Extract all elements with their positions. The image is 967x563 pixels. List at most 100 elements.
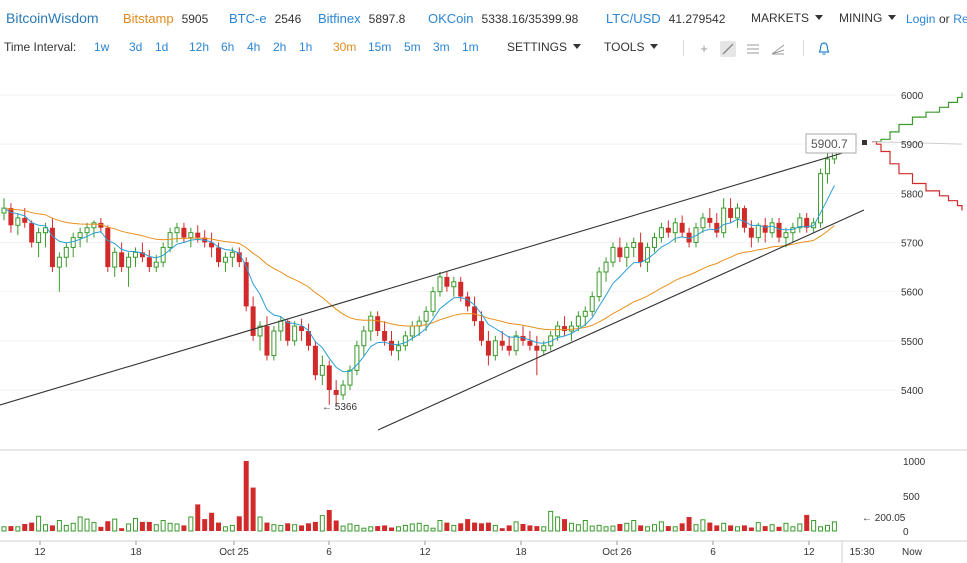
volume-bar (700, 519, 706, 532)
candle (1, 198, 7, 221)
volume-bar (222, 526, 228, 532)
candle-body (818, 173, 824, 224)
candle (278, 316, 284, 341)
price-chart[interactable]: 6000 5900 5800 5700 5600 5500 5400 1000 500 0 12… (0, 60, 967, 563)
volume-bar (257, 516, 263, 532)
y-tick-label: 6000 (901, 91, 924, 102)
volume-bar (499, 528, 505, 531)
volume-bar (188, 516, 194, 532)
candle (700, 213, 706, 233)
interval-3m[interactable]: 3m (433, 40, 450, 54)
candle (98, 217, 104, 233)
candle-body (714, 222, 720, 233)
volume-bar (582, 520, 588, 532)
volume-bar (818, 526, 824, 532)
volume-bar (312, 521, 318, 531)
exchange-bitstamp[interactable]: Bitstamp 5905 (123, 11, 208, 26)
tools-label: TOOLS (604, 40, 645, 54)
y-tick-label: 5700 (901, 239, 924, 250)
interval-2h[interactable]: 2h (273, 40, 287, 54)
candle (264, 316, 270, 361)
depth-ask-line (872, 141, 963, 211)
candle (174, 222, 180, 243)
candle (596, 267, 602, 302)
volume-bar (665, 526, 671, 531)
candle-body (485, 340, 491, 356)
candle-body (465, 296, 471, 307)
candle-body (458, 281, 464, 297)
fib-lines-icon[interactable] (745, 41, 761, 57)
volume-bar (686, 517, 692, 531)
alert-bell-icon[interactable] (816, 41, 832, 57)
volume-bar (728, 525, 734, 531)
interval-1m[interactable]: 1m (462, 40, 479, 54)
interval-15m[interactable]: 15m (368, 40, 392, 54)
login-link[interactable]: Login (906, 12, 936, 26)
toolbar-divider (683, 40, 684, 56)
interval-4h[interactable]: 4h (247, 40, 261, 54)
candle-body (741, 208, 747, 228)
candle-body (776, 222, 782, 238)
interval-6h[interactable]: 6h (221, 40, 235, 54)
candle-body (409, 325, 415, 337)
volume-bar (506, 525, 512, 531)
volume-bar (645, 526, 651, 532)
volume-bar (610, 525, 616, 532)
interval-1d[interactable]: 1d (155, 40, 169, 54)
volume-bar (264, 522, 270, 531)
volume-axis-ticks: 1000 500 0 (903, 457, 926, 538)
volume-bar (458, 523, 464, 531)
volume-bar (451, 524, 457, 532)
candle-body (478, 321, 484, 341)
register-link[interactable]: Re (953, 12, 967, 26)
candle (250, 296, 256, 341)
current-price-label: 5900.7 (811, 137, 848, 151)
candle-body (423, 310, 429, 322)
draw-line-icon[interactable] (720, 41, 736, 57)
candle (312, 340, 318, 381)
candle (29, 220, 35, 248)
interval-12h[interactable]: 12h (189, 40, 210, 54)
candle (465, 291, 471, 312)
candle-body (84, 227, 90, 234)
candle (478, 311, 484, 346)
candle (472, 296, 478, 327)
settings-menu[interactable]: SETTINGS (507, 40, 582, 54)
y-axis-ticks: 6000 5900 5800 5700 5600 5500 5400 (901, 91, 924, 397)
candle-body (70, 237, 76, 248)
interval-1w[interactable]: 1w (94, 40, 110, 54)
crosshair-icon[interactable]: + (700, 41, 708, 56)
volume-bar (679, 523, 685, 531)
interval-5m[interactable]: 5m (404, 40, 421, 54)
volume-bar (77, 516, 83, 532)
volume-bar (472, 522, 478, 531)
interval-30m[interactable]: 30m (333, 40, 357, 54)
volume-bar (243, 461, 249, 531)
volume-bar (333, 520, 339, 531)
candle-body (29, 222, 35, 243)
candle (340, 380, 346, 400)
candle-body (105, 227, 111, 268)
fan-icon[interactable] (770, 41, 786, 57)
candle-body (541, 345, 547, 352)
current-price-box (805, 133, 857, 154)
exchange-bitfinex[interactable]: Bitfinex 5897.8 (318, 11, 405, 26)
exchange-okcoin[interactable]: OKCoin 5338.16/35399.98 (428, 11, 578, 26)
volume-bar (84, 518, 90, 532)
volume-bar (513, 521, 519, 532)
candle (257, 321, 263, 351)
candle-body (631, 242, 637, 248)
mining-menu[interactable]: MINING (839, 11, 897, 25)
candle-body (824, 158, 830, 175)
exchange-ltcusd[interactable]: LTC/USD 41.279542 (606, 11, 725, 26)
markets-menu[interactable]: MARKETS (751, 11, 824, 25)
candle (769, 217, 775, 238)
candle (562, 316, 568, 336)
interval-1h[interactable]: 1h (299, 40, 313, 54)
tools-menu[interactable]: TOOLS (604, 40, 659, 54)
exchange-btce[interactable]: BTC-e 2546 (229, 11, 301, 26)
x-tick-label: 18 (130, 547, 142, 558)
interval-3d[interactable]: 3d (129, 40, 143, 54)
top-navigation-bar: BitcoinWisdom Bitstamp 5905 BTC-e 2546 Bit… (0, 0, 967, 36)
brand-logo[interactable]: BitcoinWisdom (6, 10, 99, 26)
